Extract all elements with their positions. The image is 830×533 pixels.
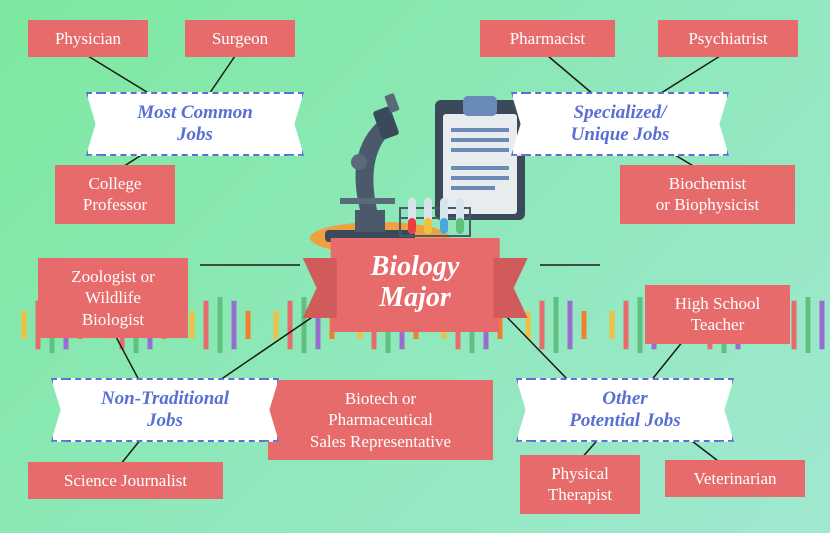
center-title-banner: Biology Major	[331, 238, 500, 332]
job-pharmacist: Pharmacist	[480, 20, 615, 57]
job-psychiatrist: Psychiatrist	[658, 20, 798, 57]
center-title-line2: Major	[371, 283, 460, 314]
job-physician: Physician	[28, 20, 148, 57]
job-hs_teacher: High SchoolTeacher	[645, 285, 790, 344]
category-most-common: Most CommonJobs	[100, 92, 290, 156]
job-sci_journalist: Science Journalist	[28, 462, 223, 499]
center-illustration	[285, 90, 545, 250]
job-biotech_sales: Biotech orPharmaceuticalSales Representa…	[268, 380, 493, 460]
job-biochem: Biochemistor Biophysicist	[620, 165, 795, 224]
category-specialized: Specialized/Unique Jobs	[525, 92, 715, 156]
job-zoologist: Zoologist orWildlifeBiologist	[38, 258, 188, 338]
category-other: OtherPotential Jobs	[530, 378, 720, 442]
job-phys_therapist: PhysicalTherapist	[520, 455, 640, 514]
category-non-traditional: Non-TraditionalJobs	[65, 378, 265, 442]
job-veterinarian: Veterinarian	[665, 460, 805, 497]
center-title-line1: Biology	[371, 252, 460, 283]
job-surgeon: Surgeon	[185, 20, 295, 57]
job-college_prof: CollegeProfessor	[55, 165, 175, 224]
